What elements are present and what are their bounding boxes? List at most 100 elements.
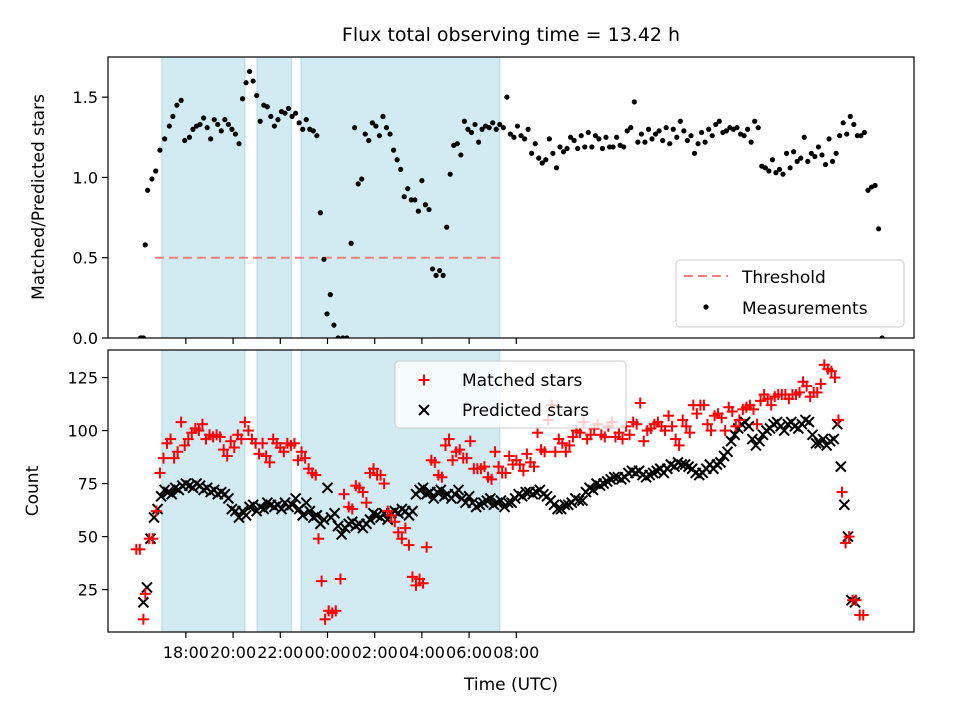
measurement-point [422,202,429,208]
observing-band-0 [161,57,246,338]
measurement-point [218,128,224,134]
predicted-star-point [463,490,475,503]
measurement-point [525,126,531,132]
measurement-point [250,78,256,84]
measurement-point [610,144,616,150]
measurement-point [383,125,390,131]
measurement-point [766,168,772,174]
matched-star-point [840,537,852,549]
measurement-point [557,144,563,150]
matched-star-point [829,372,841,384]
x-tick-label: 20:00 [210,643,256,662]
matched-star-point [631,418,643,430]
measurement-point [229,126,235,132]
matched-star-point [399,522,411,534]
measurement-point [426,206,432,213]
measurement-point [182,137,188,144]
measurement-point [454,141,460,147]
measurement-point [271,123,277,129]
top-axes-frame [107,56,915,339]
predicted-star-point [587,484,599,496]
measurement-point [663,125,669,131]
measurement-point [879,335,885,338]
matched-star-point [726,405,738,417]
matched-star-point [389,516,401,528]
matched-star-point [684,427,696,439]
measurement-point [521,136,528,142]
chart-title: Flux total observing time = 13.42 h [342,24,680,46]
measurement-point [829,158,836,164]
measurement-point [440,272,446,278]
measurement-point [674,134,680,140]
measurement-point [567,134,574,140]
measurement-point [415,208,421,214]
x-tick-label: 22:00 [257,643,303,662]
measurement-point [571,137,577,144]
matched-star-point [825,365,837,377]
matched-star-point [659,425,671,437]
measurement-point [745,126,751,132]
measurement-point [317,210,324,216]
legend-measurement-swatch [703,304,709,310]
measurement-point [780,171,786,177]
measurement-point [282,110,288,116]
matched-star-point [137,613,149,625]
measurement-point [656,128,662,134]
matched-star-point [257,437,269,449]
measurement-point [225,121,231,128]
measurement-point [303,117,309,123]
measurement-point [536,155,542,161]
matched-star-point [260,450,272,462]
y-tick-label: 100 [67,422,98,441]
predicted-star-point [838,499,851,511]
measurement-point [642,139,648,145]
legend-predicted-swatch [418,404,430,416]
measurement-point [398,166,404,172]
predicted-star-point [725,435,737,447]
measurement-point [511,134,517,140]
x-tick-label: 04:00 [399,643,445,662]
measurement-point [208,136,214,142]
matched-star-point [147,533,159,545]
measurement-point [713,121,719,128]
predicted-star-point [810,437,822,450]
measurement-point [373,123,379,129]
matched-star-point [730,420,742,432]
top-legend-box [675,259,905,328]
measurement-point [550,150,556,156]
y-tick-label: 50 [78,528,98,547]
matched-star-point [392,526,404,538]
measurement-point [390,147,397,153]
measurement-point [599,145,606,152]
matched-star-point [429,456,441,468]
matched-star-point [396,533,408,545]
measurement-point [798,155,804,161]
measurement-point [475,139,482,145]
bottom-y-axis-label: Count [23,465,43,516]
measurement-point [706,126,712,132]
matched-star-point [638,435,650,447]
predicted-star-point [417,482,429,494]
predicted-star-point [675,458,688,471]
y-tick-label: 75 [78,475,98,494]
measurement-point [684,137,691,144]
measurement-point [204,125,210,131]
top-y-axis: 0.0 0.5 1.0 1.5 [73,88,108,348]
measurement-point [300,126,306,132]
measurement-point [405,186,411,192]
measurement-point [851,121,857,128]
measurement-point [660,137,666,144]
predicted-star-point [484,492,497,505]
matched-star-point [478,461,490,473]
measurement-point [783,150,790,156]
measurement-point [190,126,196,132]
matched-star-point [403,539,415,551]
measurement-point [670,126,676,132]
matched-star-point [417,577,429,589]
measurement-point [776,166,783,172]
measurement-point [624,128,630,134]
measurement-point [596,136,602,142]
matched-star-point [663,410,675,422]
x-tick-label: 06:00 [446,643,492,662]
